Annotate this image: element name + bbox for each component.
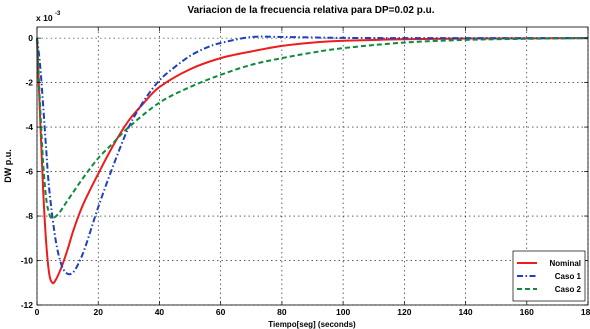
chart-title: Variacion de la frecuencia relativa para…: [187, 5, 434, 16]
legend-label-1: Nominal: [549, 259, 581, 268]
y-tick-label: -2: [25, 78, 33, 88]
x-tick-label: 140: [458, 307, 472, 317]
plot-frame: [36, 26, 589, 306]
plot-area: [37, 27, 588, 305]
series-line-3: [36, 37, 589, 220]
x-tick-label: 160: [520, 307, 534, 317]
legend-items: Nominal Caso 1 Caso 2: [517, 259, 582, 294]
x-tick-label: 100: [336, 307, 350, 317]
x-tick-label: 80: [277, 307, 287, 317]
y-axis-label: DW p.u.: [3, 149, 13, 183]
x-axis-label: Tiempo[seg] (seconds): [268, 320, 356, 329]
y-tick-label: -10: [21, 256, 34, 266]
x-tick-label: 40: [155, 307, 165, 317]
series-line-2: [36, 35, 588, 276]
x-tick-label: 60: [216, 307, 226, 317]
y-tick-label: -4: [25, 122, 33, 132]
x-tick-label: 0: [35, 307, 40, 317]
y-tick-label: -6: [25, 167, 33, 177]
y-exponent-label: x 10: [36, 13, 53, 23]
x-tick-label: 180: [581, 307, 590, 317]
axis-ticks: 0 20 40 60 80 100 120 140 160 180 0 -2 -4 -6 -8 -10 -12: [21, 27, 590, 317]
y-exponent-power: -3: [55, 11, 61, 17]
y-tick-label: 0: [28, 33, 33, 43]
legend-label-3: Caso 2: [555, 285, 582, 294]
x-tick-label: 120: [397, 307, 411, 317]
series-layer: [36, 35, 589, 285]
x-tick-label: 20: [93, 307, 103, 317]
y-tick-label: -12: [21, 300, 34, 310]
legend-box: [512, 250, 586, 302]
legend: Nominal Caso 1 Caso 2: [512, 250, 586, 302]
y-tick-label: -8: [25, 211, 33, 221]
legend-label-2: Caso 1: [555, 272, 582, 281]
